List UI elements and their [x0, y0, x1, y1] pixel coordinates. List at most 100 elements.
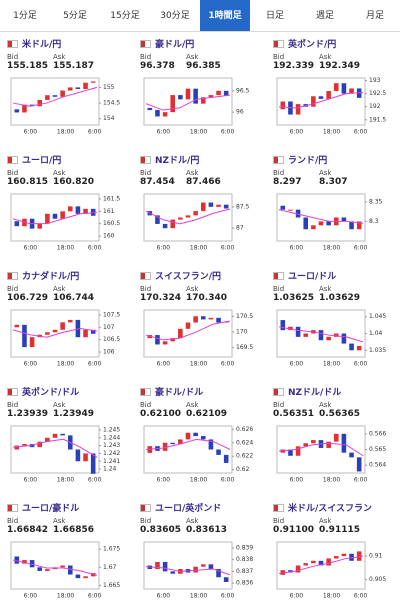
y-tick-label: 161: [103, 208, 115, 215]
pair-name[interactable]: 英ポンド/ドル: [22, 388, 80, 398]
x-tick-label: 6:00: [290, 593, 304, 600]
y-tick-label: 96.5: [236, 87, 250, 94]
bid-value: 0.56351: [273, 409, 314, 419]
candle: [22, 104, 27, 113]
rate-card[interactable]: 米ドル/円 Bid Ask 155.185 155.187 155 154.5 154 6:00…: [1, 32, 134, 148]
pair-name[interactable]: ユーロ/ドル: [288, 272, 337, 282]
tab[interactable]: 1時間足: [200, 0, 250, 31]
pair-title[interactable]: NZドル/円: [140, 153, 261, 166]
candle: [14, 324, 20, 328]
moving-average: [12, 212, 98, 225]
x-tick-label: 6:00: [221, 129, 235, 136]
pair-name[interactable]: ユーロ/英ポンド: [155, 504, 222, 514]
pair-title[interactable]: 英ポンド/円: [273, 37, 394, 50]
candle: [333, 556, 339, 559]
tab[interactable]: 30分足: [160, 11, 190, 21]
ask-label: Ask: [319, 53, 332, 61]
tab[interactable]: 15分足: [110, 11, 140, 21]
label-row: Bid Ask: [140, 517, 261, 525]
candle: [349, 88, 354, 94]
pair-name[interactable]: ユーロ/円: [22, 156, 62, 166]
rate-card[interactable]: ユーロ/円 Bid Ask 160.815 160.820 161.5 161 160.5 16…: [1, 148, 134, 264]
pair-name[interactable]: カナダドル/円: [22, 272, 80, 282]
rate-card[interactable]: ユーロ/豪ドル Bid Ask 1.66842 1.66856 1.675 1.67 1.66…: [1, 496, 134, 612]
ask-value: 0.62109: [186, 409, 227, 419]
tab[interactable]: 1分足: [13, 11, 37, 21]
pair-title[interactable]: ユーロ/円: [7, 153, 128, 166]
tab[interactable]: 5分足: [63, 11, 87, 21]
tab[interactable]: 月足: [365, 11, 384, 21]
pair-title[interactable]: ランド/円: [273, 153, 394, 166]
bid-label: Bid: [273, 401, 285, 409]
candle: [90, 453, 96, 474]
candle: [45, 437, 50, 442]
rate-card[interactable]: 豪ドル/円 Bid Ask 96.378 96.385 96.5 96 6:00 18:00 6:…: [134, 32, 267, 148]
rate-card[interactable]: 英ポンド/ドル Bid Ask 1.23939 1.23949 1.245 1.244 1.2…: [1, 380, 134, 496]
pair-title[interactable]: スイスフラン/円: [140, 269, 261, 282]
pair-title[interactable]: 米ドル/円: [7, 37, 128, 50]
x-tick-label: 6:00: [24, 593, 38, 600]
pair-title[interactable]: ユーロ/ドル: [273, 269, 394, 282]
pair-title[interactable]: ユーロ/英ポンド: [140, 501, 261, 514]
pair-title[interactable]: 米ドル/スイスフラン: [273, 501, 394, 514]
rate-card[interactable]: 豪ドル/ドル Bid Ask 0.62100 0.62109 0.626 0.624 0.62…: [134, 380, 267, 496]
pair-name[interactable]: 米ドル/円: [22, 40, 62, 50]
candle: [22, 324, 27, 348]
y-tick-label: 160: [103, 233, 115, 240]
pair-name[interactable]: ユーロ/豪ドル: [22, 504, 80, 514]
tab[interactable]: 週足: [315, 11, 334, 21]
rate-card[interactable]: ユーロ/英ポンド Bid Ask 0.83605 0.83613 0.839 0.838 0.…: [134, 496, 267, 612]
pair-name[interactable]: ランド/円: [288, 156, 328, 166]
pair-name[interactable]: 英ポンド/円: [288, 40, 337, 50]
rate-card[interactable]: NZドル/ドル Bid Ask 0.56351 0.56365 0.566 0.565 0.5…: [267, 380, 400, 496]
y-tick-label: 1.04: [369, 330, 383, 337]
flag: [273, 272, 284, 280]
bid-value: 1.66842: [7, 525, 48, 535]
x-tick-label: 6:00: [221, 477, 235, 484]
candle: [170, 219, 176, 229]
pair-name[interactable]: NZドル/円: [155, 156, 200, 166]
rate-card[interactable]: NZドル/円 Bid Ask 87.454 87.466 87.5 87 6:00 18:00 6…: [134, 148, 267, 264]
pair-title[interactable]: カナダドル/円: [7, 269, 128, 282]
tab[interactable]: 日足: [265, 11, 284, 21]
candle: [288, 326, 293, 331]
mini-chart: 0.566 0.565 0.564 6:00 18:00 6:00: [276, 425, 386, 484]
y-tick-label: 106.5: [103, 336, 120, 343]
pair-name[interactable]: 米ドル/スイスフラン: [288, 504, 373, 514]
x-tick-label: 6:00: [354, 593, 368, 600]
candle: [75, 574, 81, 579]
pair-name[interactable]: スイスフラン/円: [155, 272, 222, 282]
pair-title[interactable]: NZドル/ドル: [273, 385, 394, 398]
candle: [162, 442, 168, 451]
y-tick-label: 0.565: [369, 446, 386, 453]
pair-name[interactable]: 豪ドル/円: [155, 40, 195, 50]
candle: [60, 433, 65, 436]
rate-card[interactable]: ユーロ/ドル Bid Ask 1.03625 1.03629 1.045 1.04 1.035…: [267, 264, 400, 380]
y-tick-label: 1.241: [103, 458, 120, 465]
pair-title[interactable]: 豪ドル/ドル: [140, 385, 261, 398]
flag: [273, 156, 284, 164]
label-row: Bid Ask: [140, 285, 261, 293]
rate-card[interactable]: カナダドル/円 Bid Ask 106.729 106.744 107.5 107 106.5…: [1, 264, 134, 380]
bid-value: 0.83605: [140, 525, 181, 535]
rate-card[interactable]: ランド/円 Bid Ask 8.297 8.307 8.35 8.3 6:00 18:00 6:0…: [267, 148, 400, 264]
rate-card[interactable]: 米ドル/スイスフラン Bid Ask 0.91100 0.91115 0.91 0.905 6…: [267, 496, 400, 612]
pair-name[interactable]: NZドル/ドル: [288, 388, 342, 398]
y-tick-label: 0.566: [369, 430, 386, 437]
y-tick-label: 0.62: [236, 466, 250, 473]
pair-title[interactable]: 豪ドル/円: [140, 37, 261, 50]
x-tick-label: 6:00: [24, 361, 38, 368]
pair-title[interactable]: ユーロ/豪ドル: [7, 501, 128, 514]
label-row: Bid Ask: [273, 285, 394, 293]
pair-title[interactable]: 英ポンド/ドル: [7, 385, 128, 398]
rate-card[interactable]: 英ポンド/円 Bid Ask 192.339 192.349 193 192.5 192 191…: [267, 32, 400, 148]
pair-name[interactable]: 豪ドル/ドル: [155, 388, 204, 398]
y-tick-label: 1.243: [103, 442, 120, 449]
candle: [223, 90, 229, 96]
candle: [90, 81, 96, 83]
rate-card[interactable]: スイスフラン/円 Bid Ask 170.324 170.340 170.5 170 169.…: [134, 264, 267, 380]
candle: [52, 95, 58, 97]
timeframe-tabs: 1分足 5分足 15分足 30分足 1時間足 日足 週足 月足: [0, 0, 400, 32]
